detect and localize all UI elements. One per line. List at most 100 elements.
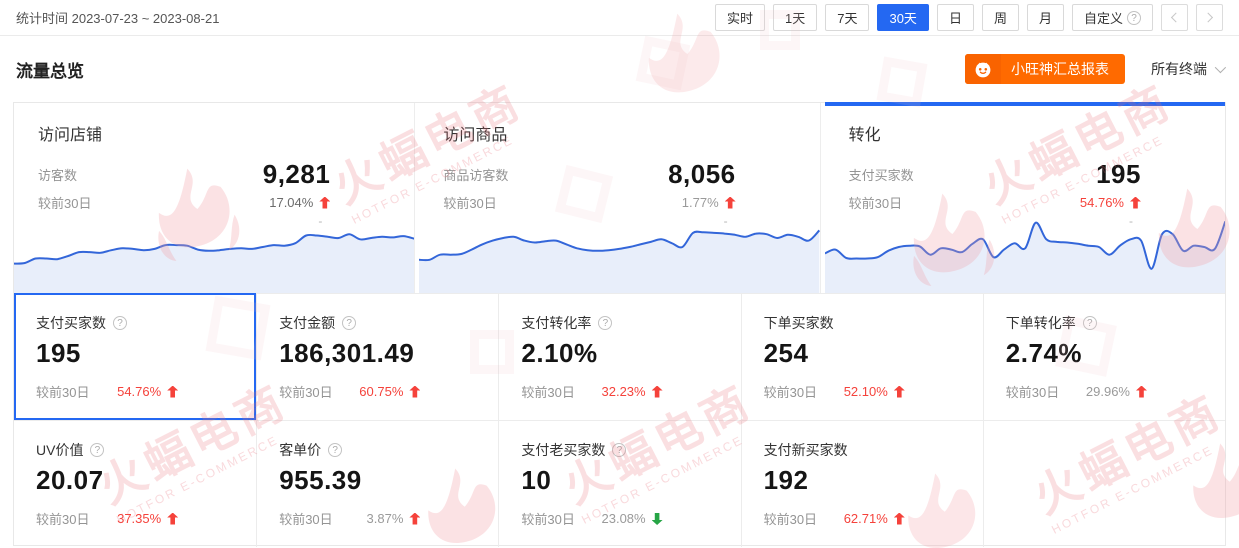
tile-value: 10: [521, 465, 552, 495]
card-title: 转化: [848, 127, 881, 144]
metric-tile-new-pay-buyers[interactable]: 支付新买家数 192 较前30日 62.71%: [740, 420, 983, 547]
compare-label: 较前30日: [279, 512, 333, 527]
tile-label: 支付转化率: [521, 315, 592, 331]
change-percent: 1.77%: [681, 195, 719, 210]
compare-label: 较前30日: [443, 196, 497, 211]
range-week-button[interactable]: 周: [981, 4, 1019, 31]
metric-tile-order-conversion-rate[interactable]: 下单转化率? 2.74% 较前30日 29.96%: [982, 293, 1225, 420]
tile-value: 955.39: [279, 465, 362, 495]
chevron-left-icon: [1170, 12, 1181, 23]
change-percent: 17.04%: [269, 195, 314, 210]
secondary-value: -: [1128, 214, 1133, 228]
compare-label: 较前30日: [38, 196, 92, 211]
range-custom-label: 自定义: [1083, 11, 1123, 26]
traffic-overview-panel: 访问店铺 访客数 9,281 较前30日 17.04% - 访问商品 商品访客数…: [13, 102, 1226, 547]
next-period-button[interactable]: [1196, 4, 1223, 31]
metric-label: 访客数: [38, 168, 78, 183]
question-icon[interactable]: ?: [342, 316, 357, 330]
metric-tile-pay-amount[interactable]: 支付金额? 186,301.49 较前30日 60.75%: [256, 293, 499, 420]
range-7day-button[interactable]: 7天: [825, 4, 870, 31]
overview-card-conversion[interactable]: 转化 支付买家数 195 较前30日 54.76% -: [824, 102, 1226, 293]
compare-label: 较前30日: [279, 385, 333, 400]
metric-tile-empty: [982, 420, 1225, 547]
tile-label: 支付老买家数: [521, 442, 606, 458]
change-percent: 3.87%: [366, 511, 404, 526]
shop-visits-trend-chart: [14, 209, 415, 293]
overview-card-shop-visits[interactable]: 访问店铺 访客数 9,281 较前30日 17.04% -: [14, 103, 416, 293]
tile-label: UV价值: [36, 442, 84, 458]
metric-tiles-grid: 支付买家数? 195 较前30日 54.76% 支付金额? 186,301.49…: [14, 293, 1225, 547]
change-percent: 29.96%: [1085, 384, 1130, 399]
range-30day-button[interactable]: 30天: [877, 4, 929, 31]
tile-label: 支付新买家数: [763, 442, 848, 458]
tile-label: 支付金额: [279, 315, 336, 331]
change-percent: 54.76%: [117, 384, 162, 399]
trend-up-arrow-icon: [409, 512, 421, 525]
question-icon[interactable]: ?: [612, 443, 627, 457]
compare-label: 较前30日: [521, 385, 575, 400]
compare-label: 较前30日: [521, 512, 575, 527]
header-right: 小旺神汇总报表 所有终端: [965, 54, 1227, 84]
card-title: 访问商品: [443, 127, 508, 144]
trend-up-arrow-icon: [1135, 385, 1147, 398]
mascot-icon: [965, 54, 1001, 84]
compare-label: 较前30日: [763, 385, 818, 400]
conversion-trend-chart: [824, 209, 1225, 293]
range-1day-button[interactable]: 1天: [773, 4, 818, 31]
metric-tile-returning-pay-buyers[interactable]: 支付老买家数? 10 较前30日 23.08%: [498, 420, 741, 547]
change-percent: 37.35%: [117, 511, 162, 526]
trend-up-arrow-icon: [1129, 196, 1141, 209]
prev-period-button[interactable]: [1161, 4, 1188, 31]
terminal-selector[interactable]: 所有终端: [1151, 59, 1227, 79]
metric-tile-uv-value[interactable]: UV价值? 20.07 较前30日 37.35%: [14, 420, 257, 547]
card-title: 访问店铺: [38, 127, 103, 144]
compare-label: 较前30日: [848, 196, 903, 211]
question-icon[interactable]: ?: [1082, 316, 1097, 330]
range-day-button[interactable]: 日: [936, 4, 974, 31]
tile-label: 下单转化率: [1005, 315, 1076, 331]
range-month-button[interactable]: 月: [1026, 4, 1064, 31]
tile-label: 支付买家数: [36, 315, 106, 331]
change-percent: 54.76%: [1079, 195, 1124, 210]
tile-value: 20.07: [36, 465, 104, 495]
summary-report-button[interactable]: 小旺神汇总报表: [965, 54, 1125, 84]
metric-label: 支付买家数: [848, 168, 914, 183]
tile-value: 2.74%: [1005, 338, 1083, 368]
overview-cards-row: 访问店铺 访客数 9,281 较前30日 17.04% - 访问商品 商品访客数…: [14, 102, 1226, 293]
terminal-selector-label: 所有终端: [1151, 61, 1207, 77]
chevron-down-icon: [1214, 61, 1227, 74]
product-visits-trend-chart: [419, 209, 820, 293]
trend-up-arrow-icon: [724, 196, 736, 209]
overview-card-product-visits[interactable]: 访问商品 商品访客数 8,056 较前30日 1.77% -: [419, 103, 821, 293]
compare-label: 较前30日: [36, 512, 90, 527]
metric-tile-order-buyers[interactable]: 下单买家数 254 较前30日 52.10%: [740, 293, 983, 420]
stat-time-label: 统计时间 2023-07-23 ~ 2023-08-21: [16, 11, 220, 26]
metric-value: 195: [1096, 159, 1141, 189]
metric-tile-pay-conversion-rate[interactable]: 支付转化率? 2.10% 较前30日 32.23%: [498, 293, 741, 420]
page-title: 流量总览: [16, 61, 84, 81]
metric-tile-avg-order-value[interactable]: 客单价? 955.39 较前30日 3.87%: [256, 420, 499, 547]
compare-label: 较前30日: [36, 385, 90, 400]
tile-value: 254: [763, 338, 809, 368]
tile-value: 195: [36, 338, 81, 368]
metric-label: 商品访客数: [443, 168, 509, 183]
question-icon[interactable]: ?: [328, 443, 343, 457]
change-percent: 62.71%: [843, 511, 888, 526]
trend-down-arrow-icon: [652, 513, 663, 525]
trend-up-arrow-icon: [319, 196, 331, 209]
tile-value: 192: [763, 465, 809, 495]
question-icon[interactable]: ?: [90, 443, 105, 457]
change-percent: 23.08%: [601, 511, 646, 526]
summary-report-label: 小旺神汇总报表: [1011, 61, 1109, 77]
question-icon[interactable]: ?: [113, 316, 127, 330]
trend-up-arrow-icon: [167, 385, 179, 398]
tile-value: 2.10%: [521, 338, 598, 368]
trend-up-arrow-icon: [893, 512, 905, 525]
change-percent: 60.75%: [359, 384, 404, 399]
change-percent: 32.23%: [601, 384, 646, 399]
question-icon[interactable]: ?: [598, 316, 613, 330]
section-header: 流量总览 小旺神汇总报表 所有终端: [0, 36, 1239, 102]
metric-tile-pay-buyers[interactable]: 支付买家数? 195 较前30日 54.76%: [14, 293, 257, 420]
range-realtime-button[interactable]: 实时: [714, 4, 765, 31]
range-custom-button[interactable]: 自定义 ?: [1071, 4, 1153, 31]
